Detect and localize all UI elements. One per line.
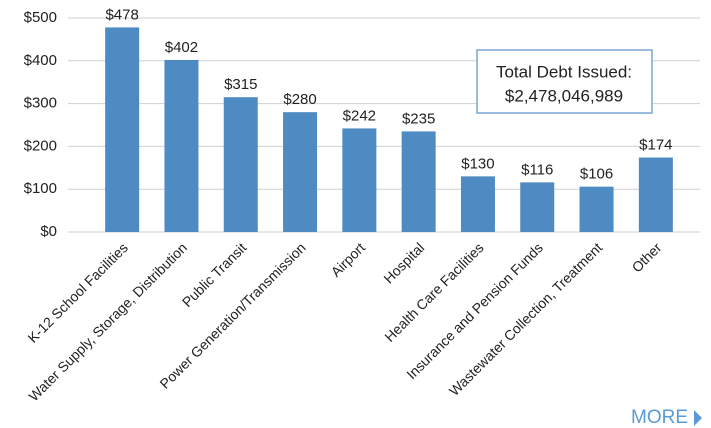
- y-tick-label: $500: [24, 9, 57, 26]
- value-label: $116: [521, 161, 553, 178]
- annotation-title: Total Debt Issued:: [496, 62, 632, 81]
- bar: [579, 186, 614, 232]
- value-label: $174: [639, 136, 672, 153]
- bar: [105, 27, 140, 232]
- value-label: $478: [105, 6, 138, 23]
- bar: [164, 59, 199, 232]
- value-label: $280: [283, 91, 316, 108]
- x-tick-label: Airport: [328, 239, 369, 280]
- x-tick-label: Health Care Facilities: [381, 239, 486, 344]
- x-tick-label: Other: [629, 239, 665, 275]
- value-label: $106: [580, 166, 613, 183]
- bar: [223, 97, 258, 233]
- value-label: $315: [224, 76, 257, 93]
- annotation-text: $2,478,046,989: [505, 86, 623, 105]
- y-tick-label: $100: [24, 180, 57, 197]
- y-tick-label: $400: [24, 52, 57, 69]
- bar: [342, 128, 377, 232]
- value-label: $402: [165, 39, 198, 56]
- value-label: $242: [343, 107, 376, 124]
- x-tick-label: Hospital: [380, 239, 427, 286]
- more-link[interactable]: MORE: [631, 407, 702, 428]
- bar: [283, 112, 318, 232]
- bar: [520, 182, 555, 232]
- annotation-box: Total Debt Issued: $2,478,046,989: [476, 49, 653, 114]
- bar: [401, 131, 436, 232]
- more-text[interactable]: MORE: [631, 407, 688, 428]
- x-tick-label: K-12 School Facilities: [24, 239, 131, 346]
- bar: [638, 157, 673, 232]
- value-label: $235: [402, 110, 435, 127]
- y-tick-label: $200: [24, 137, 57, 154]
- bar: [460, 176, 495, 232]
- y-tick-label: $300: [24, 95, 57, 112]
- more-arrow[interactable]: [694, 410, 702, 426]
- value-label: $130: [461, 155, 494, 172]
- y-tick-label: $0: [40, 223, 57, 240]
- annotation-frame: [476, 49, 653, 114]
